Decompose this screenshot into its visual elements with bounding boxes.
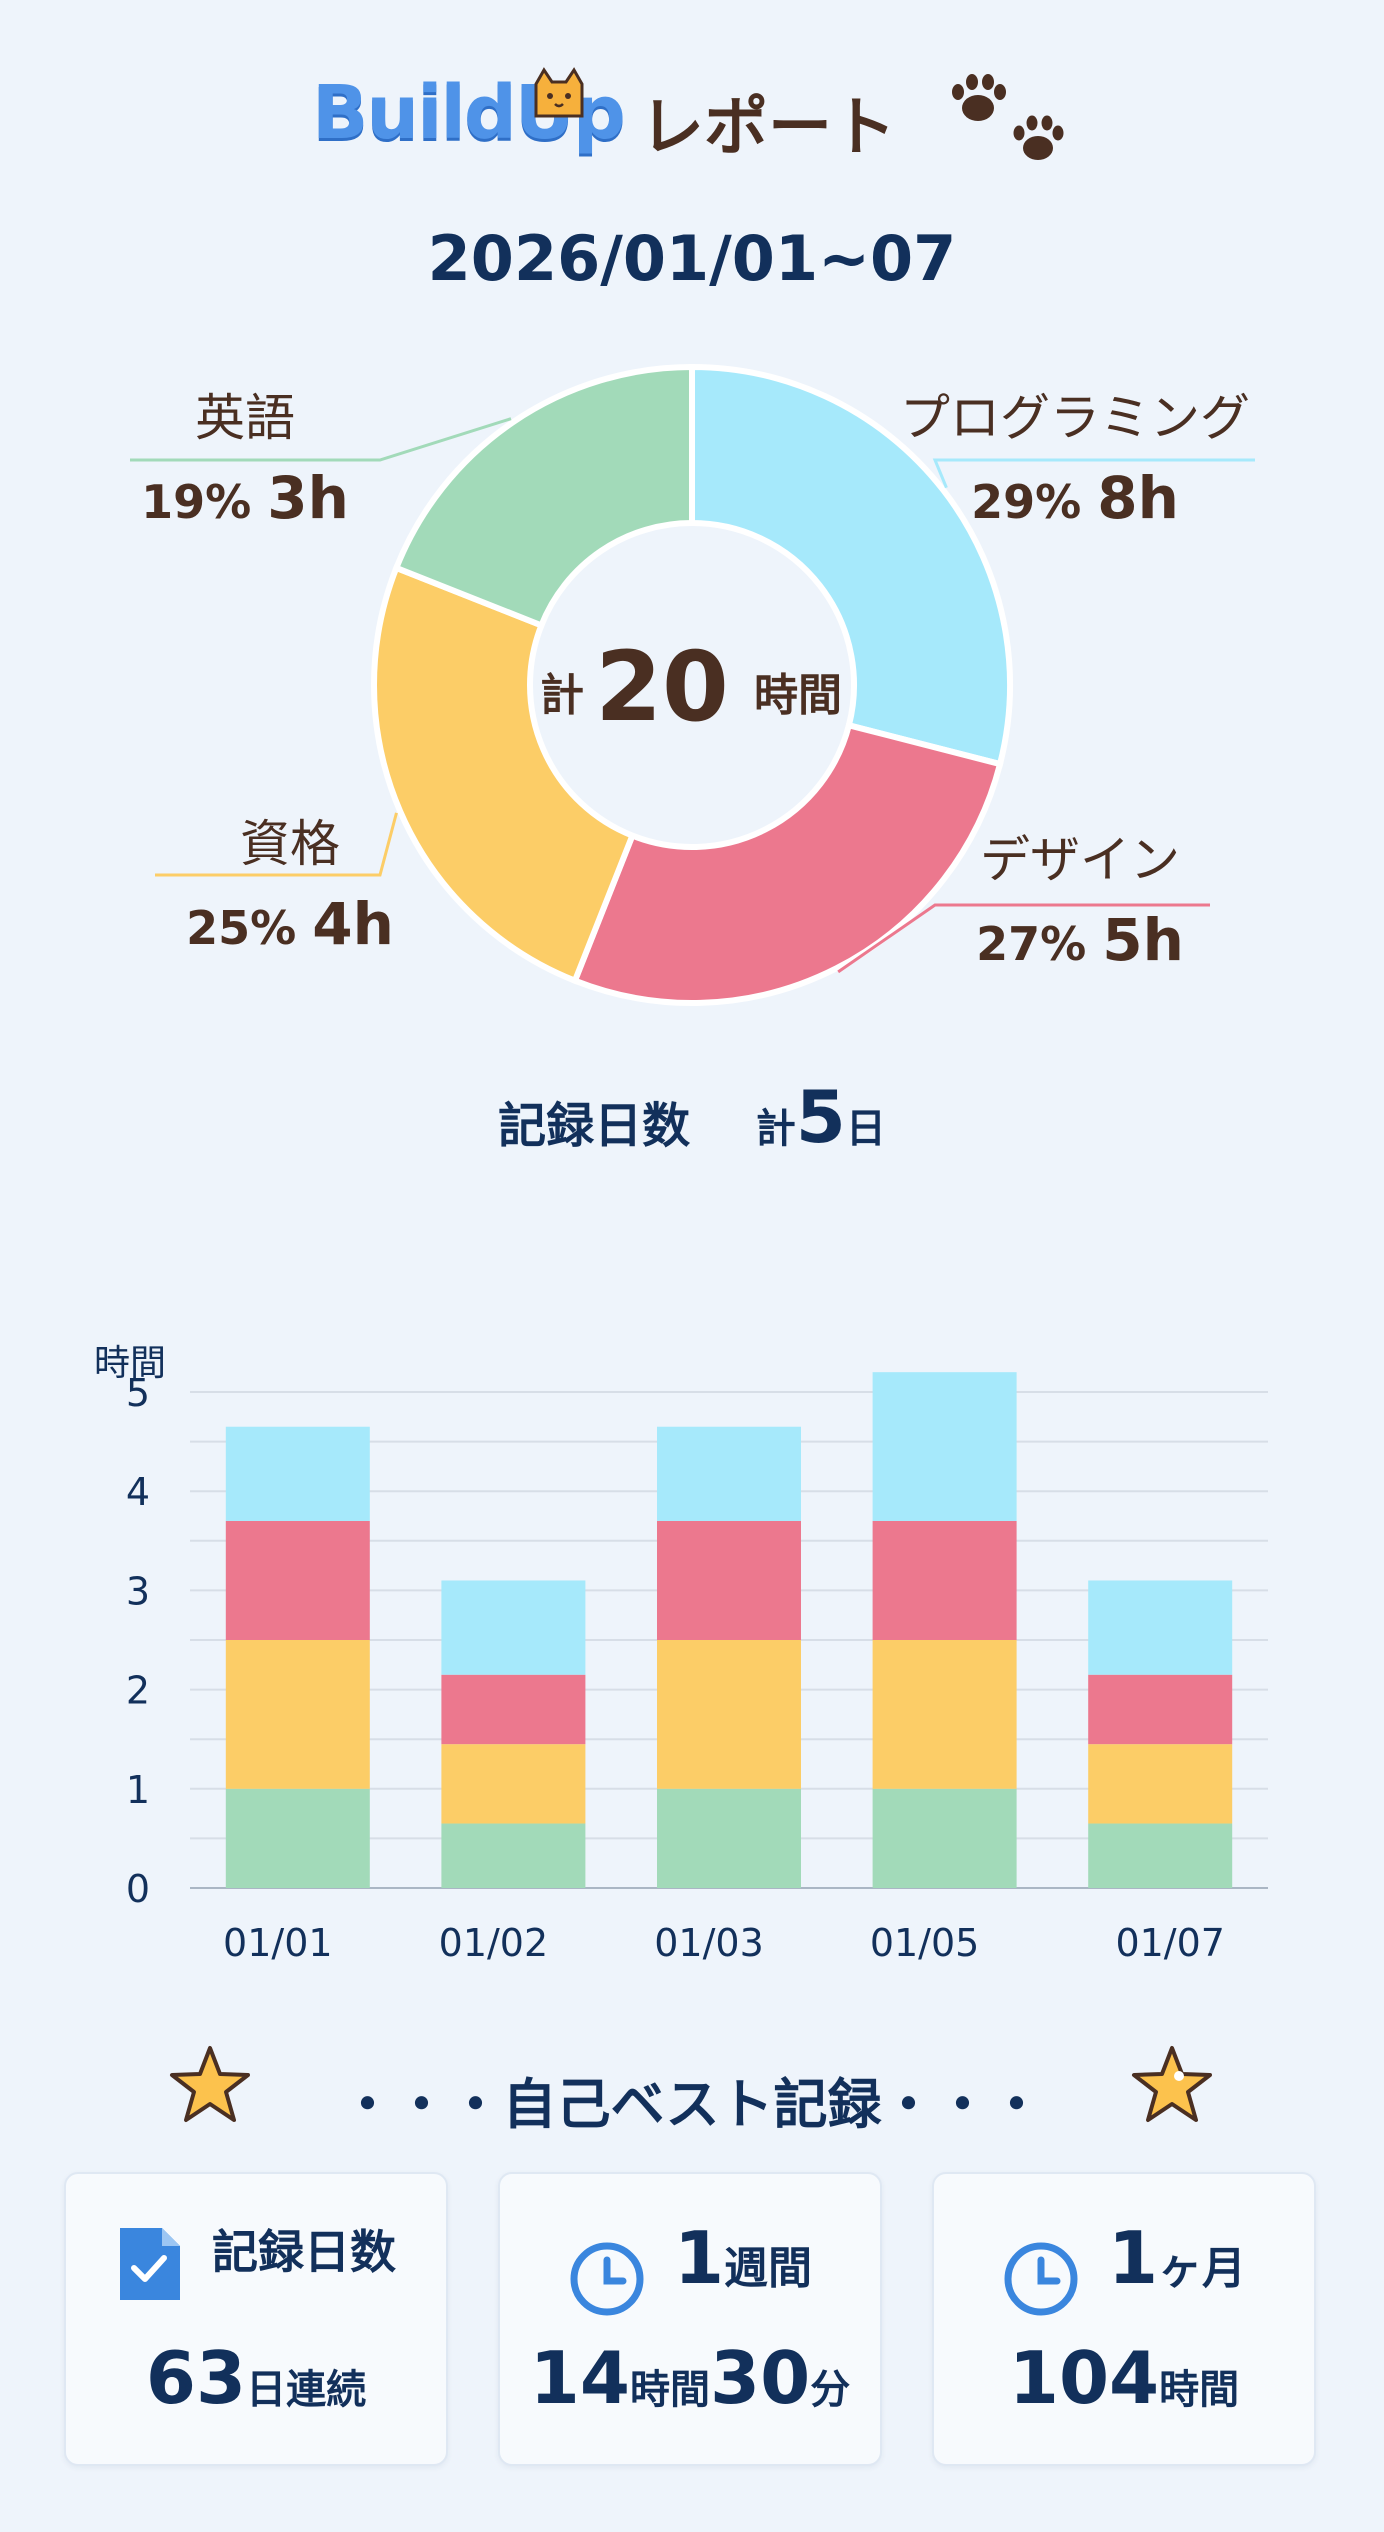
x-tick-label: 01/01 <box>223 1921 333 1960</box>
best-card-week: 1週間 14時間30分 <box>498 2172 882 2466</box>
bar-segment-english-01-05 <box>872 1788 1017 1888</box>
donut-center-unit: 時間 <box>754 670 842 721</box>
x-tick-label: 01/05 <box>870 1921 980 1960</box>
y-tick-label: 4 <box>126 1470 150 1514</box>
bar-segment-qualification-01-03 <box>657 1640 801 1789</box>
donut-center-prefix: 計 <box>540 670 584 721</box>
slice-label-programming: プログラミング 29% 8h <box>870 378 1280 532</box>
leader-line-english <box>130 417 512 462</box>
bar-segment-english-01-02 <box>441 1823 586 1888</box>
header: BuildUp レポート <box>0 60 1384 170</box>
y-tick-label: 3 <box>126 1569 150 1613</box>
card-period-unit: 週間 <box>724 2243 813 2294</box>
bar-segment-qualification-01-07 <box>1088 1744 1233 1824</box>
slice-name: デザイン <box>980 831 1180 889</box>
bar-segment-english-01-03 <box>657 1788 801 1888</box>
card-value-hours-unit: 時間 <box>630 2367 710 2413</box>
record-days-label: 記録日数 <box>498 1098 691 1154</box>
bar-segment-qualification-01-02 <box>441 1744 586 1824</box>
clock-icon <box>1004 2242 1078 2315</box>
star-icon <box>170 2046 250 2122</box>
donut-center-total: 20 <box>595 631 729 743</box>
bar-segment-design-01-01 <box>225 1520 370 1640</box>
card-value-minutes: 30 <box>710 2336 811 2420</box>
x-tick-label: 01/02 <box>439 1921 549 1960</box>
y-tick-label: 5 <box>126 1371 150 1415</box>
best-card-month: 1ヶ月 104時間 <box>932 2172 1316 2466</box>
slice-name: 資格 <box>240 815 340 873</box>
record-days-summary: 記録日数 計5日 <box>0 1075 1384 1159</box>
bar-segment-programming-01-01 <box>225 1426 370 1521</box>
card-value-unit: 日連続 <box>246 2367 367 2413</box>
bar-segment-programming-01-05 <box>872 1372 1017 1521</box>
leader-line-design <box>837 903 1210 974</box>
daily-stacked-bar-chart: 0 1 2 3 4 5 01/01 01/02 01/03 01/05 01/07 時間 <box>0 1320 1384 1965</box>
star-icon <box>1132 2046 1212 2122</box>
slice-value: 25% 4h <box>186 890 394 958</box>
cat-icon <box>534 67 584 118</box>
card-period-number: 1 <box>673 2216 725 2300</box>
y-tick-label: 2 <box>126 1669 150 1713</box>
card-value-hours: 14 <box>529 2336 630 2420</box>
card-value-minutes-unit: 分 <box>810 2367 851 2413</box>
y-tick-label: 1 <box>126 1768 150 1812</box>
paw-prints-icon <box>952 74 1064 160</box>
bar-segment-programming-01-02 <box>441 1580 586 1675</box>
y-tick-label: 0 <box>126 1867 150 1911</box>
card-period-unit: ヶ月 <box>1158 2243 1247 2294</box>
slice-name: プログラミング <box>900 389 1250 447</box>
document-check-icon <box>120 2227 180 2300</box>
best-card-record-days: 記録日数 63日連続 <box>64 2172 448 2466</box>
clock-icon <box>570 2242 644 2315</box>
page-title: レポート <box>640 91 896 165</box>
x-tick-label: 01/07 <box>1115 1921 1225 1960</box>
card-title: 記録日数 <box>212 2225 396 2279</box>
bar-segment-english-01-01 <box>225 1788 370 1888</box>
bar-segment-design-01-03 <box>657 1520 801 1640</box>
donut-slice-qualification <box>371 564 637 985</box>
card-value: 104 <box>1008 2336 1160 2420</box>
slice-name: 英語 <box>195 389 295 447</box>
donut-slice-design <box>571 721 1004 1006</box>
bar-segment-design-01-02 <box>441 1674 586 1745</box>
card-period-number: 1 <box>1107 2216 1159 2300</box>
date-range: 2026/01/01~07 <box>427 222 957 295</box>
record-days-unit: 日 <box>845 1106 886 1152</box>
bar-segment-qualification-01-05 <box>872 1640 1017 1789</box>
bar-segment-english-01-07 <box>1088 1823 1233 1888</box>
slice-label-qualification: 資格 25% 4h <box>150 804 430 958</box>
donut-svg: 計 20 時間 <box>130 363 1255 1006</box>
slice-label-design: デザイン 27% 5h <box>920 820 1240 974</box>
slice-label-english: 英語 19% 3h <box>110 378 380 532</box>
card-value-unit: 時間 <box>1159 2367 1240 2413</box>
donut-slice-programming <box>689 363 1013 768</box>
y-axis-label: 時間 <box>94 1343 166 1384</box>
card-value: 63 <box>145 2336 247 2420</box>
bar-segment-design-01-07 <box>1088 1674 1233 1745</box>
best-records-title: ・・・自己ベスト記録・・・ <box>340 2073 1044 2136</box>
record-days-value: 5 <box>795 1075 846 1159</box>
donut-slice-english <box>392 363 695 630</box>
record-days-prefix: 計 <box>755 1106 796 1152</box>
bar-segment-programming-01-07 <box>1088 1580 1233 1675</box>
slice-value: 27% 5h <box>976 906 1184 974</box>
leader-line-programming <box>932 458 1255 489</box>
category-donut-chart: 計 20 時間 プログラミング 29% 8h デザイン 27% 5h 資格 25… <box>0 330 1384 1030</box>
best-records-header: ・・・自己ベスト記録・・・ <box>0 2040 1384 2140</box>
bar-segment-design-01-05 <box>872 1520 1017 1640</box>
leader-line-qualification <box>155 812 398 877</box>
bar-segment-programming-01-03 <box>657 1426 801 1521</box>
bar-segment-qualification-01-01 <box>225 1640 370 1789</box>
bar-chart-svg: 0 1 2 3 4 5 01/01 01/02 01/03 01/05 01/07 時間 <box>94 1343 1268 1965</box>
slice-value: 29% 8h <box>971 464 1179 532</box>
x-tick-label: 01/03 <box>654 1921 764 1960</box>
slice-value: 19% 3h <box>141 464 349 532</box>
